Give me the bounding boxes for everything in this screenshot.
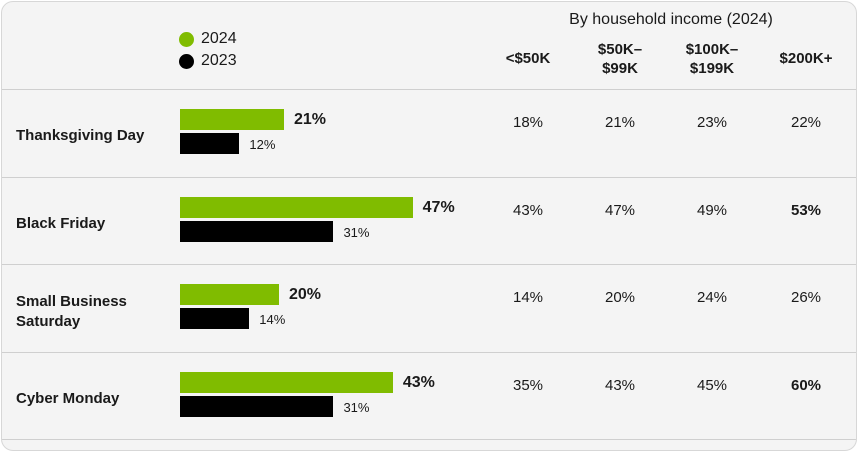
bar-2023 [180,308,250,329]
row-label: Thanksgiving Day [16,127,145,144]
income-cell: 23% [696,114,728,131]
income-column-header: $100K– $199K [685,41,739,77]
row-divider [2,352,856,353]
legend: 2024 2023 [178,28,237,72]
bar-value-label-2023: 14% [259,312,286,327]
income-cell: 20% [604,289,636,306]
income-cell: 47% [604,202,636,219]
income-cell: 26% [790,289,822,306]
row-label: Small Business Saturday [16,293,127,330]
legend-swatch-2024 [179,31,194,47]
legend-label-2024: 2024 [201,30,237,47]
bar-2024 [180,284,279,305]
bar-value-label-2023: 31% [343,225,370,240]
bar-value-label-2024: 43% [402,374,435,391]
legend-label-2023: 2023 [201,52,237,69]
bar-value-label-2024: 47% [422,199,455,216]
income-cell: 53% [790,202,822,219]
income-column-header: $50K– $99K [597,41,643,77]
bar-2023 [180,133,240,154]
bar-2023 [180,396,334,417]
legend-swatch-2023 [179,53,194,69]
income-cell: 22% [790,114,822,131]
row-divider [2,177,856,178]
bar-value-label-2024: 21% [293,111,326,128]
income-cell: 43% [512,202,544,219]
income-cell: 49% [696,202,728,219]
row-divider [2,264,856,265]
income-group-title: By household income (2024) [569,11,773,28]
legend-item-2024: 2024 [178,28,237,50]
row-label: Black Friday [16,215,106,232]
row-divider [2,89,856,90]
income-cell: 14% [512,289,544,306]
legend-item-2023: 2023 [178,50,237,72]
bar-2023 [180,221,334,242]
income-column-header: $200K+ [779,50,833,67]
income-cell: 24% [696,289,728,306]
bar-2024 [180,372,393,393]
bar-2024 [180,109,284,130]
bar-2024 [180,197,413,218]
income-column-header: <$50K [505,50,551,67]
income-cell: 18% [512,114,544,131]
row-divider [2,439,856,440]
row-label: Cyber Monday [16,390,120,407]
income-cell: 45% [696,377,728,394]
bar-value-label-2023: 31% [343,400,370,415]
income-cell: 21% [604,114,636,131]
income-cell: 60% [790,377,822,394]
income-cell: 43% [604,377,636,394]
bar-value-label-2024: 20% [289,286,322,303]
income-cell: 35% [512,377,544,394]
bar-value-label-2023: 12% [249,137,276,152]
